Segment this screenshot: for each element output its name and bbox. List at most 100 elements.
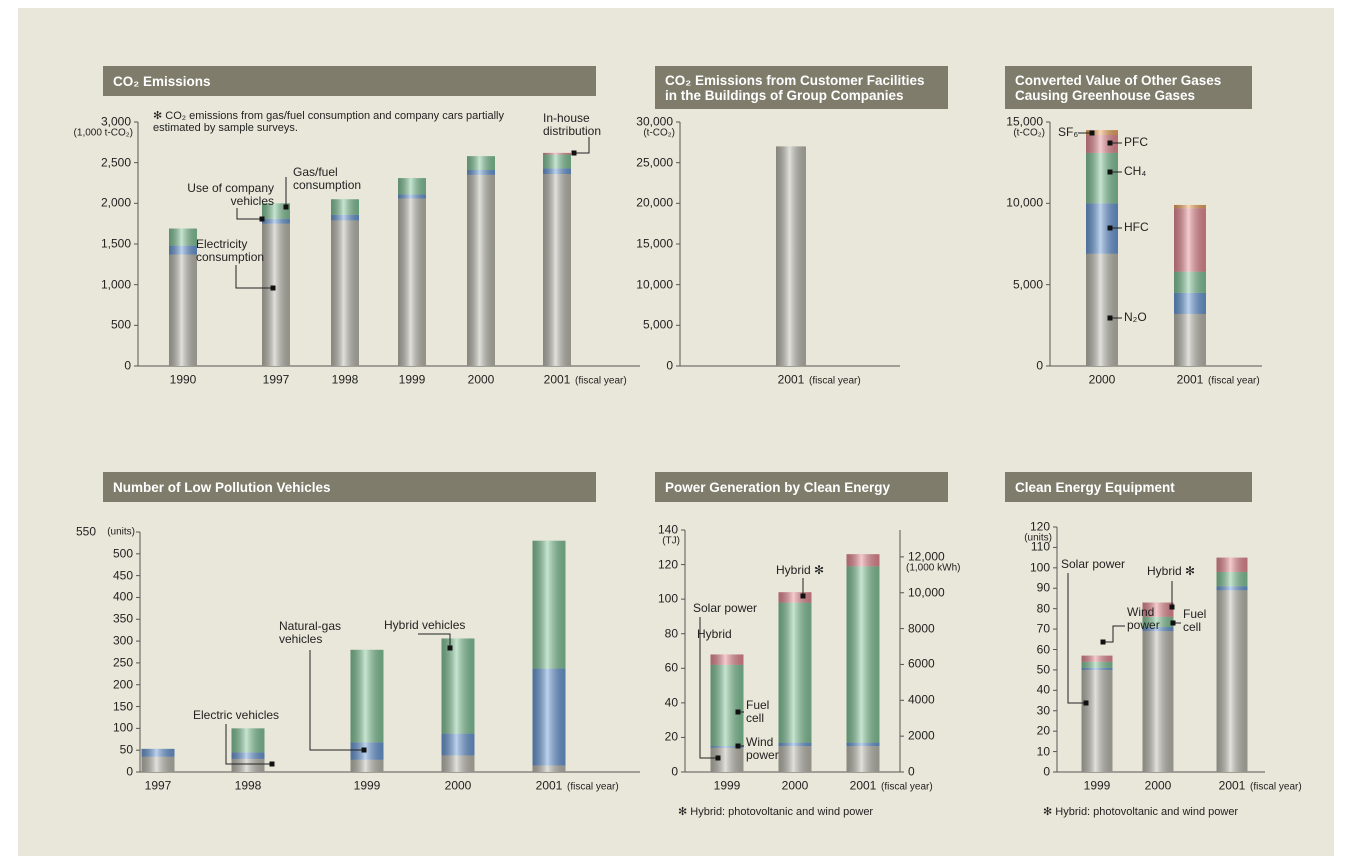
x-tick-label: 2001 xyxy=(849,778,877,793)
series-label: Solar power xyxy=(1061,557,1126,571)
bar-shine xyxy=(543,152,571,366)
x-axis-label: (fiscal year) xyxy=(1208,375,1260,387)
series-label: Wind power xyxy=(1127,605,1160,632)
y2-tick-label: 6000 xyxy=(908,656,935,671)
y-tick-label: 300 xyxy=(112,633,133,648)
leader-line xyxy=(699,617,718,759)
leader-dot xyxy=(715,755,721,761)
x-tick-label: 2001 xyxy=(535,778,563,793)
leader-dot xyxy=(1107,225,1113,231)
y-tick-label: 250 xyxy=(112,655,133,670)
y2-unit: (1,000 kWh) xyxy=(906,562,961,574)
series-label: Fuel cell xyxy=(746,698,770,725)
x-tick-label: 2001 xyxy=(777,372,805,387)
bar-shine xyxy=(1081,655,1113,772)
bar-shine xyxy=(331,199,359,366)
leader-dot xyxy=(1107,315,1113,321)
leader-dot xyxy=(270,285,276,291)
leader-line xyxy=(236,208,262,220)
x-tick-label: 2000 xyxy=(1088,372,1116,387)
y-tick-label: 0 xyxy=(671,764,678,779)
leader-dot xyxy=(735,743,741,749)
x-tick-label: 2000 xyxy=(1144,778,1172,793)
y-tick-label: 70 xyxy=(1036,621,1050,636)
leader-line xyxy=(1103,625,1125,643)
y2-tick-label: 8000 xyxy=(908,621,935,636)
bar-shine xyxy=(441,638,475,772)
series-label: Hybrid vehicles xyxy=(384,618,466,632)
bar-shine xyxy=(169,228,197,366)
series-label: SF₆ xyxy=(1058,125,1079,139)
leader-line xyxy=(1067,573,1086,704)
y-tick-label: 40 xyxy=(1036,682,1050,697)
x-tick-label: 2001 xyxy=(1176,372,1204,387)
x-tick-label: 2001 xyxy=(1218,778,1246,793)
chart-title: Power Generation by Clean Energy xyxy=(655,472,948,502)
bar-shine xyxy=(1216,557,1248,772)
y2-tick-label: 0 xyxy=(908,764,915,779)
y-tick-label: 90 xyxy=(1036,580,1050,595)
x-tick-label: 2000 xyxy=(781,778,809,793)
bar-shine xyxy=(846,554,880,772)
y-tick-label: 120 xyxy=(657,557,678,572)
y-tick-label: 25,000 xyxy=(636,155,673,170)
y2-tick-label: 4000 xyxy=(908,692,935,707)
y-tick-label: 2,500 xyxy=(100,155,131,170)
series-label: Gas/fuel consumption xyxy=(293,165,362,192)
y-tick-label: 50 xyxy=(1036,662,1050,677)
x-axis-label: (fiscal year) xyxy=(881,781,933,793)
y-tick-label: 40 xyxy=(664,695,678,710)
y-unit: (1,000 t-CO₂) xyxy=(73,127,133,139)
note: ✻ Hybrid: photovoltanic and wind power xyxy=(678,806,874,818)
leader-dot xyxy=(571,150,577,156)
series-label: Hybrid ✻ xyxy=(1147,564,1196,578)
y-tick-label: 100 xyxy=(657,591,678,606)
x-tick-label: 2000 xyxy=(444,778,472,793)
y-tick-label: 15,000 xyxy=(636,236,673,251)
y-tick-label: 100 xyxy=(112,720,133,735)
y-tick-label: 10,000 xyxy=(1006,195,1043,210)
x-axis-label: (fiscal year) xyxy=(1250,781,1302,793)
series-label: Solar power xyxy=(693,601,758,615)
leader-dot xyxy=(1169,604,1175,610)
bar-shine xyxy=(1142,602,1174,772)
y-tick-label: 0 xyxy=(1036,358,1043,373)
note: ✻ CO₂ emissions from gas/fuel consumptio… xyxy=(153,110,504,134)
leader-dot xyxy=(1089,130,1095,136)
x-tick-label: 1990 xyxy=(169,372,197,387)
chart-title: Clean Energy Equipment xyxy=(1005,472,1252,502)
y-tick-label: 550 xyxy=(75,524,96,539)
bar-shine xyxy=(141,748,175,772)
bar-shine xyxy=(1174,204,1206,366)
y-tick-label: 1,000 xyxy=(100,277,131,292)
x-tick-label: 1998 xyxy=(234,778,262,793)
x-tick-label: 2001 xyxy=(543,372,571,387)
leader-line xyxy=(574,137,590,154)
bar-shine xyxy=(262,203,290,366)
y-tick-label: 30,000 xyxy=(636,114,673,129)
x-tick-label: 1999 xyxy=(713,778,741,793)
x-tick-label: 2000 xyxy=(467,372,495,387)
y-tick-label: 0 xyxy=(124,358,131,373)
series-label: Wind power xyxy=(746,735,779,762)
series-label: HFC xyxy=(1124,220,1149,234)
leader-dot xyxy=(283,204,289,210)
leader-dot xyxy=(259,216,265,222)
y-tick-label: 50 xyxy=(119,742,133,757)
x-axis-label: (fiscal year) xyxy=(575,375,627,387)
y-tick-label: 20 xyxy=(664,729,678,744)
y-tick-label: 400 xyxy=(112,589,133,604)
x-tick-label: 1999 xyxy=(1083,778,1111,793)
series-label: PFC xyxy=(1124,135,1148,149)
bar-shine xyxy=(532,540,566,772)
annotation: Hybrid xyxy=(697,627,732,641)
y-tick-label: 0 xyxy=(126,764,133,779)
leader-dot xyxy=(1107,140,1113,146)
series-label: Hybrid ✻ xyxy=(776,563,825,577)
y-unit: (t-CO₂) xyxy=(1013,127,1045,139)
y2-tick-label: 10,000 xyxy=(908,585,945,600)
leader-dot xyxy=(735,709,741,715)
y-tick-label: 110 xyxy=(1030,539,1050,554)
